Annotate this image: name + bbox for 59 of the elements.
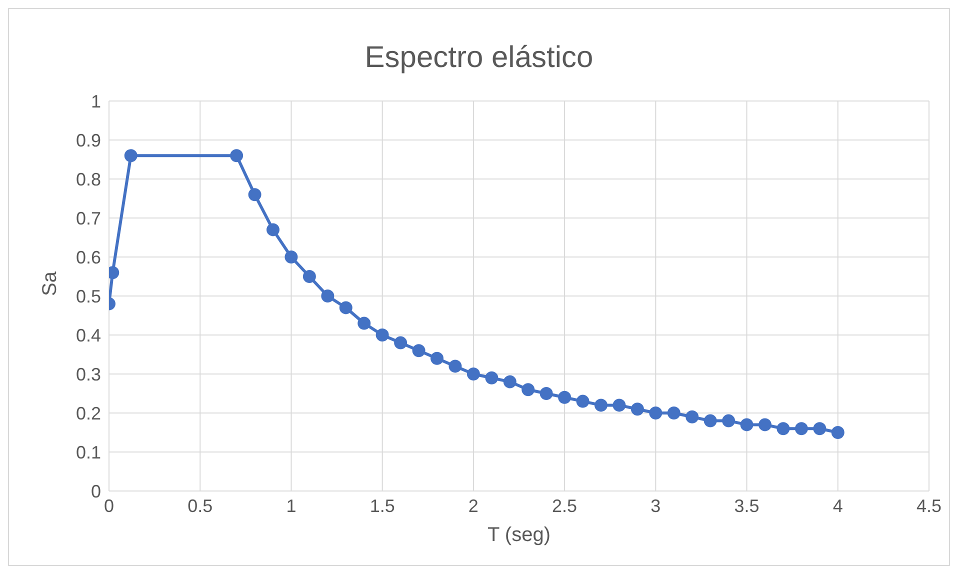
point: [722, 414, 736, 428]
x-axis-title: T (seg): [488, 524, 550, 546]
point: [813, 422, 826, 436]
point: [686, 410, 699, 424]
point: [266, 223, 280, 236]
point: [649, 406, 662, 420]
x-tick-label: 0.5: [188, 496, 213, 516]
point: [448, 360, 462, 373]
point: [412, 344, 426, 358]
x-tick-label: 3: [650, 496, 661, 516]
point: [358, 316, 371, 330]
y-tick-label: 0.1: [76, 442, 101, 462]
point: [394, 336, 408, 350]
point: [485, 371, 498, 384]
x-tick-label: 4.5: [916, 496, 942, 516]
point: [339, 301, 352, 314]
x-tick-label: 0: [104, 496, 114, 516]
y-tick-label: 1: [90, 91, 101, 112]
point: [758, 418, 772, 432]
y-tick-label: 0.4: [76, 325, 101, 346]
point: [540, 387, 553, 400]
y-tick-label: 0: [90, 481, 101, 502]
point: [302, 270, 316, 283]
point: [321, 290, 334, 302]
point: [612, 398, 626, 412]
y-axis-title: Sa: [39, 270, 62, 296]
x-tick-label: 4: [832, 496, 843, 516]
point: [466, 368, 480, 380]
point: [630, 402, 644, 416]
point: [740, 418, 754, 432]
point: [248, 188, 262, 202]
point: [430, 352, 444, 365]
point: [594, 398, 608, 412]
point: [522, 383, 535, 396]
point: [284, 250, 298, 264]
point: [230, 149, 244, 162]
point: [558, 390, 572, 404]
y-tick-label: 0.3: [76, 364, 101, 384]
point: [376, 328, 389, 342]
point: [831, 426, 844, 439]
x-tick-label: 1.5: [370, 496, 395, 516]
point: [667, 406, 680, 420]
point: [503, 375, 516, 388]
y-tick-label: 0.7: [76, 208, 101, 228]
chart-title: Espectro elástico: [364, 41, 594, 76]
x-tick-label: 2.5: [552, 496, 578, 516]
y-tick-label: 0.8: [76, 169, 101, 190]
point: [794, 422, 808, 436]
point: [776, 422, 790, 436]
y-tick-label: 0.9: [76, 130, 101, 150]
point: [576, 394, 590, 408]
y-tick-label: 0.6: [76, 247, 101, 268]
point: [124, 149, 138, 162]
x-tick-label: 3.5: [734, 496, 760, 516]
y-tick-label: 0.5: [76, 286, 101, 306]
y-tick-label: 0.2: [76, 403, 101, 424]
point: [704, 414, 717, 428]
x-tick-label: 2: [468, 496, 478, 516]
x-tick-label: 1: [286, 496, 296, 516]
